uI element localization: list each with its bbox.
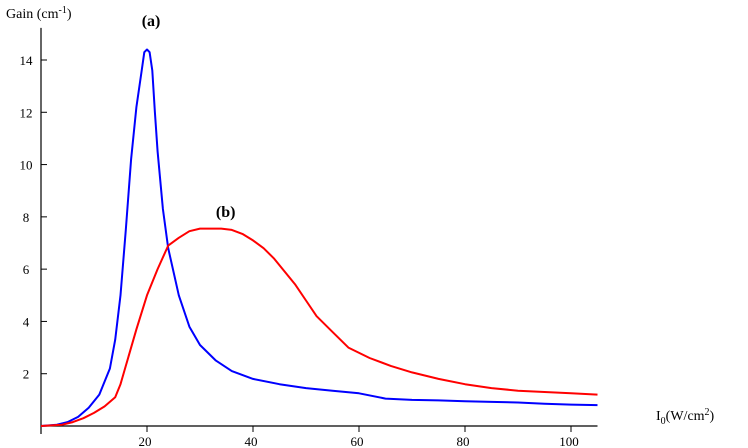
y-tick-label-2: 2: [23, 367, 30, 382]
x-axis-title: I0(W/cm2): [656, 407, 715, 427]
annotations: (a) (b): [142, 13, 236, 221]
y-axis-title-tail: ): [67, 7, 72, 22]
series-line-a: [40, 48, 598, 427]
x-axis-title-mid: (W/cm: [666, 409, 705, 424]
y-axis-title-sup: -1: [58, 5, 66, 16]
axes: [40, 27, 598, 434]
x-axis-title-pre: I: [656, 409, 661, 424]
x-tick-label-60: 60: [351, 434, 364, 448]
x-axis-title-tail: ): [710, 409, 715, 424]
y-axis-title-base: Gain (cm: [6, 7, 59, 22]
x-tick-label-100: 100: [559, 434, 579, 448]
y-tick-label-4: 4: [23, 314, 30, 329]
curve-label-b: (b): [216, 204, 236, 221]
y-tick-label-12: 12: [20, 105, 33, 120]
x-axis-title-sup: 2: [705, 407, 710, 418]
x-tick-label-40: 40: [245, 434, 258, 448]
x-tick-label-80: 80: [457, 434, 470, 448]
y-tick-label-14: 14: [20, 53, 34, 68]
curve-label-a: (a): [142, 13, 161, 30]
series-layer: [40, 48, 598, 427]
y-tick-label-10: 10: [20, 158, 33, 173]
series-line-b: [40, 227, 598, 427]
x-axis-title-sub: 0: [661, 416, 666, 427]
ticks: 20 40 60 80 100 2 4 6 8 10 12 14: [20, 53, 579, 448]
y-axis-title: Gain (cm-1): [6, 5, 72, 22]
y-tick-label-8: 8: [23, 210, 30, 225]
y-tick-label-6: 6: [23, 262, 30, 277]
x-tick-label-20: 20: [139, 434, 152, 448]
